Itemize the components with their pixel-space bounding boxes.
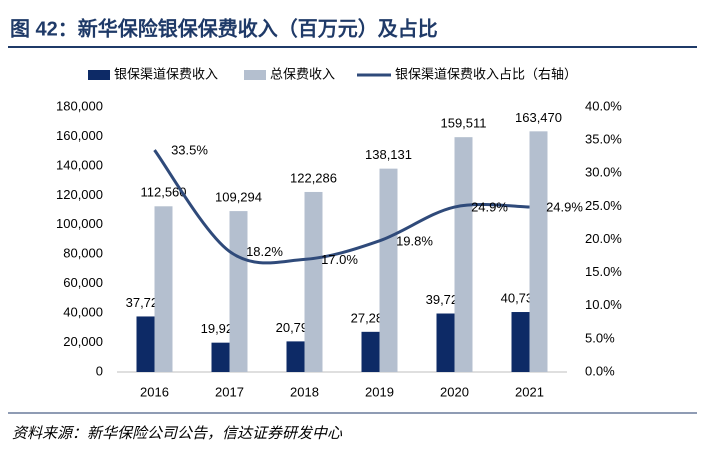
source: 资料来源：新华保险公司公告，信达证券研发中心: [12, 425, 343, 442]
chart-title: 图 42：新华保险银保保费收入（百万元）及占比: [10, 16, 438, 40]
legend-label: 总保费收入: [270, 66, 335, 81]
y-tick-label: 120,000: [56, 187, 103, 202]
y-tick-label: 160,000: [56, 128, 103, 143]
y2-tick-label: 15.0%: [585, 264, 622, 279]
y2-tick-label: 30.0%: [585, 165, 622, 180]
y2-tick-label: 40.0%: [585, 98, 622, 113]
bar: [379, 168, 398, 372]
y2-tick-label: 20.0%: [585, 231, 622, 246]
y-tick-label: 180,000: [56, 98, 103, 113]
y-tick-label: 60,000: [63, 275, 103, 290]
x-tick-label: 2021: [515, 384, 544, 399]
legend-label: 银保渠道保费收入: [114, 66, 218, 81]
y-tick-label: 80,000: [63, 246, 103, 261]
bar: [211, 342, 230, 372]
legend-label: 银保渠道保费收入占比（右轴）: [395, 66, 577, 81]
y-tick-label: 40,000: [63, 305, 103, 320]
x-tick-label: 2020: [440, 384, 469, 399]
y-tick-label: 140,000: [56, 157, 103, 172]
line: [153, 149, 530, 265]
bar-value-label: 138,131: [365, 147, 412, 162]
line-value-label: 18.2%: [246, 244, 283, 259]
y2-tick-label: 5.0%: [585, 330, 615, 345]
x-tick-label: 2017: [215, 384, 244, 399]
y-tick-label: 0: [96, 363, 103, 378]
legend-swatch: [244, 70, 266, 80]
y2-tick-label: 35.0%: [585, 132, 622, 147]
bar: [529, 131, 548, 372]
line-value-label: 33.5%: [171, 143, 208, 158]
x-tick-label: 2016: [140, 384, 169, 399]
line-value-label: 24.9%: [471, 199, 508, 214]
bar: [136, 316, 155, 372]
x-tick-label: 2018: [290, 384, 319, 399]
y2-tick-label: 0.0%: [585, 363, 615, 378]
bar: [304, 191, 323, 372]
x-tick-label: 2019: [365, 384, 394, 399]
bar: [229, 211, 248, 372]
legend-swatch: [88, 70, 110, 80]
line-value-label: 19.8%: [396, 233, 433, 248]
bar-value-label: 159,511: [440, 116, 486, 131]
bar: [511, 312, 530, 372]
bar: [361, 331, 380, 372]
y2-tick-label: 25.0%: [585, 198, 622, 213]
bar: [436, 313, 455, 372]
y2-tick-label: 10.0%: [585, 297, 622, 312]
line-value-label: 17.0%: [321, 252, 358, 267]
y-tick-label: 100,000: [56, 216, 103, 231]
bar: [154, 206, 173, 372]
bar-value-label: 163,470: [515, 110, 562, 125]
bar: [454, 137, 473, 372]
bar-value-label: 112,560: [140, 185, 186, 200]
bar-value-label: 109,294: [215, 190, 262, 205]
y-tick-label: 20,000: [63, 334, 103, 349]
bar-value-label: 122,286: [290, 170, 337, 185]
bar: [286, 341, 305, 372]
line-value-label: 24.9%: [546, 199, 583, 214]
